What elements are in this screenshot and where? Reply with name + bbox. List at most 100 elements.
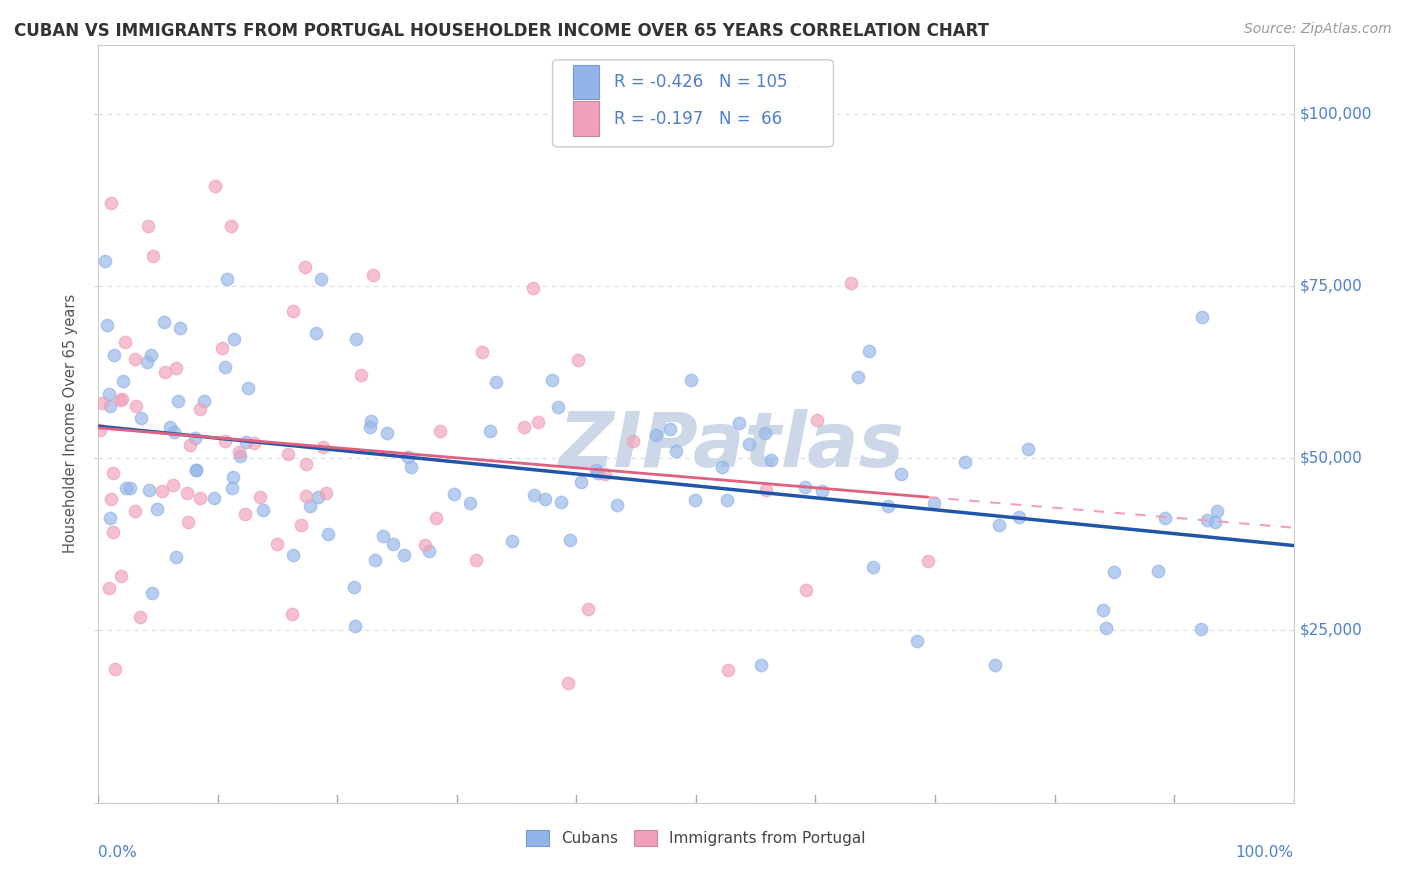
- Point: [458, 495, 481, 509]
- Point: [138, 483, 160, 497]
- Text: R = -0.426   N = 105: R = -0.426 N = 105: [613, 73, 787, 91]
- Point: [716, 663, 738, 677]
- Point: [1191, 310, 1213, 325]
- Point: [501, 533, 523, 548]
- Point: [222, 332, 245, 346]
- Point: [129, 609, 152, 624]
- Point: [316, 527, 339, 541]
- Point: [96, 318, 118, 332]
- Point: [215, 272, 238, 286]
- Point: [235, 434, 257, 449]
- Point: [710, 459, 733, 474]
- Point: [1195, 513, 1218, 527]
- Point: [193, 394, 215, 409]
- Point: [754, 483, 776, 497]
- Point: [188, 401, 211, 416]
- Point: [298, 500, 321, 514]
- Point: [576, 602, 599, 616]
- Point: [738, 436, 761, 450]
- Text: ZIPatlas: ZIPatlas: [558, 409, 905, 483]
- Legend: Cubans, Immigrants from Portugal: Cubans, Immigrants from Portugal: [520, 824, 872, 852]
- Y-axis label: Householder Income Over 65 years: Householder Income Over 65 years: [63, 294, 79, 553]
- Point: [249, 490, 271, 504]
- Point: [1146, 565, 1168, 579]
- Point: [188, 491, 211, 506]
- Point: [464, 552, 486, 566]
- Point: [222, 470, 245, 484]
- Point: [108, 393, 131, 408]
- Point: [167, 394, 190, 409]
- Point: [513, 420, 536, 434]
- Point: [305, 326, 328, 340]
- Point: [375, 425, 398, 440]
- Point: [396, 450, 419, 464]
- Point: [295, 489, 318, 503]
- Point: [540, 373, 562, 387]
- Point: [136, 219, 159, 233]
- Point: [281, 607, 304, 621]
- Point: [522, 281, 544, 295]
- Point: [644, 428, 666, 442]
- Text: $75,000: $75,000: [1299, 278, 1362, 293]
- Point: [1104, 566, 1126, 580]
- Point: [186, 463, 208, 477]
- Point: [294, 260, 316, 274]
- Point: [373, 529, 395, 543]
- Point: [97, 387, 120, 401]
- Text: Source: ZipAtlas.com: Source: ZipAtlas.com: [1244, 22, 1392, 37]
- Point: [754, 426, 776, 441]
- Point: [794, 480, 817, 494]
- Point: [155, 365, 177, 379]
- Point: [1095, 621, 1118, 635]
- Point: [90, 396, 112, 410]
- Point: [186, 463, 208, 477]
- Point: [361, 268, 384, 283]
- Point: [89, 423, 111, 437]
- Point: [124, 504, 146, 518]
- Point: [1091, 603, 1114, 617]
- Point: [112, 375, 135, 389]
- Point: [1154, 510, 1177, 524]
- Point: [890, 467, 912, 481]
- Text: R = -0.197   N =  66: R = -0.197 N = 66: [613, 110, 782, 128]
- Point: [848, 370, 870, 384]
- Point: [418, 544, 440, 558]
- Point: [233, 508, 256, 522]
- Point: [281, 549, 304, 563]
- Point: [360, 414, 382, 428]
- Point: [716, 492, 738, 507]
- Point: [221, 481, 243, 495]
- Point: [728, 417, 751, 431]
- Point: [114, 481, 136, 495]
- Point: [567, 352, 589, 367]
- FancyBboxPatch shape: [553, 60, 834, 147]
- Point: [309, 272, 332, 286]
- Point: [100, 492, 122, 507]
- Point: [621, 434, 644, 448]
- Point: [523, 488, 546, 502]
- Point: [101, 466, 124, 480]
- Point: [350, 368, 373, 383]
- Point: [131, 411, 153, 425]
- Point: [1189, 622, 1212, 636]
- Point: [169, 321, 191, 335]
- Point: [110, 569, 132, 583]
- Point: [136, 354, 159, 368]
- Point: [202, 491, 225, 505]
- Point: [392, 548, 415, 562]
- Point: [586, 467, 609, 481]
- Point: [163, 425, 186, 439]
- Point: [344, 332, 367, 346]
- Point: [658, 422, 681, 436]
- Point: [142, 249, 165, 263]
- Point: [905, 633, 928, 648]
- Point: [141, 586, 163, 600]
- Point: [214, 359, 236, 374]
- Point: [111, 392, 134, 406]
- Point: [858, 343, 880, 358]
- Point: [606, 498, 628, 512]
- Point: [429, 425, 451, 439]
- Point: [139, 348, 162, 362]
- Point: [103, 348, 125, 362]
- Point: [585, 463, 607, 477]
